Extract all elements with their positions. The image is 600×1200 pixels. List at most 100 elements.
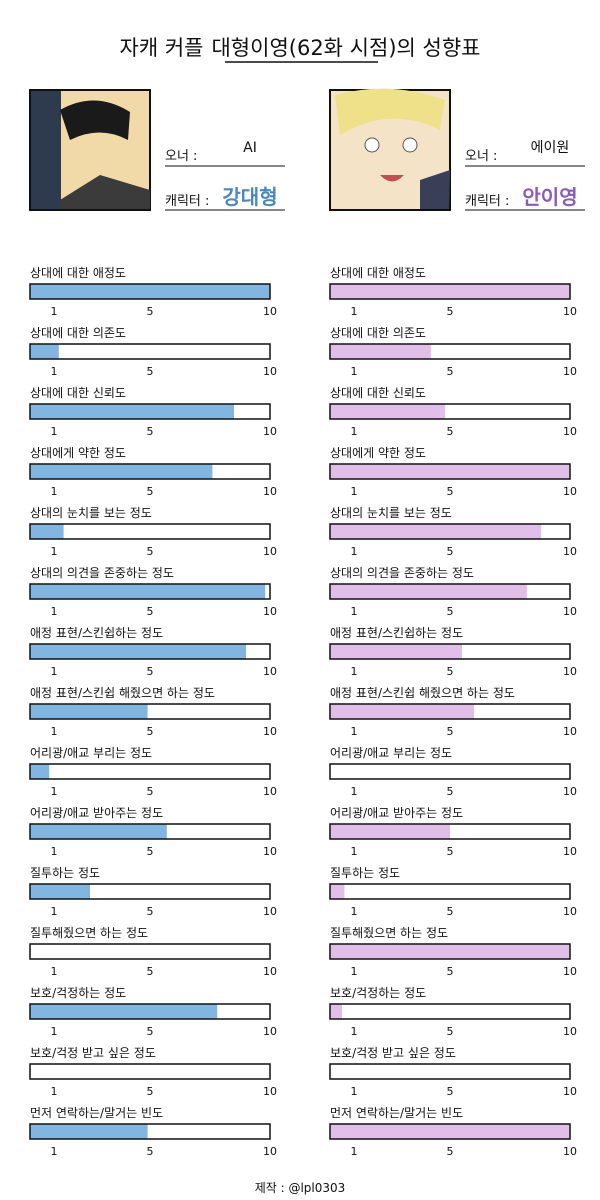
- tick-label: 10: [563, 605, 577, 618]
- title: 자캐 커플 대형이영(62화 시점)의 성향표: [120, 36, 481, 60]
- tick-label: 5: [147, 905, 154, 918]
- bar-track: [329, 1003, 571, 1020]
- tick-label: 10: [563, 1085, 577, 1098]
- tick-label: 5: [447, 425, 454, 438]
- tick-label: 1: [51, 305, 58, 318]
- tick-label: 5: [147, 305, 154, 318]
- tick-label: 1: [51, 545, 58, 558]
- tick-label: 1: [351, 845, 358, 858]
- owner-label: 오너 :: [465, 149, 497, 164]
- tick-label: 5: [147, 725, 154, 738]
- portrait-right: [329, 88, 451, 211]
- tick-label: 10: [263, 725, 277, 738]
- tick-label: 1: [351, 545, 358, 558]
- item-label: 상대의 의견을 존중하는 정도: [330, 566, 474, 580]
- owner: AI: [243, 140, 257, 156]
- bar-fill: [330, 584, 527, 599]
- tick-label: 5: [447, 1025, 454, 1038]
- tick-label: 1: [351, 725, 358, 738]
- tick-label: 5: [147, 1025, 154, 1038]
- item-label: 보호/걱정하는 정도: [330, 986, 426, 1000]
- tick-label: 10: [563, 365, 577, 378]
- item-label: 먼저 연락하는/말거는 빈도: [330, 1106, 463, 1120]
- bar-fill: [30, 464, 213, 479]
- item-label: 어리광/애교 부리는 정도: [30, 746, 152, 760]
- tick-label: 10: [263, 905, 277, 918]
- tick-label: 1: [351, 425, 358, 438]
- bar-track: [329, 463, 571, 480]
- tick-label: 5: [447, 965, 454, 978]
- tick-label: 1: [51, 485, 58, 498]
- bar-fill: [330, 824, 450, 839]
- title-highlight: 대형이영(62화 시점): [211, 36, 396, 60]
- tick-label: 10: [263, 425, 277, 438]
- bar-track: [329, 943, 571, 960]
- tick-label: 5: [447, 305, 454, 318]
- character-label: 캐릭터 :: [165, 194, 209, 209]
- bar-fill: [30, 884, 90, 899]
- tick-label: 10: [263, 365, 277, 378]
- item-label: 애정 표현/스킨쉽 해줬으면 하는 정도: [30, 686, 215, 700]
- tick-label: 5: [147, 1085, 154, 1098]
- owner-label: 오너 :: [165, 149, 197, 164]
- item-label: 상대에 대한 의존도: [330, 326, 426, 340]
- bar-fill: [330, 284, 570, 299]
- item-label: 상대에 대한 애정도: [330, 266, 426, 280]
- bar-track: [29, 1123, 271, 1140]
- tick-label: 5: [447, 785, 454, 798]
- bar-fill: [30, 824, 167, 839]
- tick-label: 5: [147, 665, 154, 678]
- bar-track: [329, 343, 571, 360]
- bar-track: [29, 943, 271, 960]
- item-label: 상대에 대한 애정도: [30, 266, 126, 280]
- tick-label: 1: [351, 1025, 358, 1038]
- bar-track: [29, 1063, 271, 1080]
- tick-label: 10: [563, 545, 577, 558]
- bar-fill: [30, 584, 266, 599]
- item-label: 상대에 대한 의존도: [30, 326, 126, 340]
- tick-label: 10: [563, 965, 577, 978]
- bar-track: [329, 523, 571, 540]
- tick-label: 5: [447, 665, 454, 678]
- tick-label: 5: [147, 545, 154, 558]
- bar-track: [29, 523, 271, 540]
- tick-label: 10: [563, 725, 577, 738]
- tick-label: 5: [147, 965, 154, 978]
- item-label: 상대에 대한 신뢰도: [30, 386, 126, 400]
- bar-track: [29, 883, 271, 900]
- tick-label: 10: [263, 1085, 277, 1098]
- tick-label: 5: [447, 605, 454, 618]
- tick-label: 1: [351, 1145, 358, 1158]
- item-label: 질투하는 정도: [330, 866, 400, 880]
- tick-label: 1: [51, 665, 58, 678]
- tick-label: 5: [447, 485, 454, 498]
- bar-track: [329, 823, 571, 840]
- tick-label: 5: [147, 1145, 154, 1158]
- tick-label: 1: [51, 845, 58, 858]
- bar-track: [29, 343, 271, 360]
- tick-label: 1: [351, 665, 358, 678]
- bar-track: [329, 583, 571, 600]
- item-label: 어리광/애교 부리는 정도: [330, 746, 452, 760]
- title-suffix: 의 성향표: [397, 36, 481, 60]
- item-label: 애정 표현/스킨쉽하는 정도: [30, 626, 163, 640]
- bar-track: [29, 703, 271, 720]
- item-label: 질투하는 정도: [30, 866, 100, 880]
- tick-label: 1: [51, 1085, 58, 1098]
- bar-fill: [30, 704, 148, 719]
- footer: 제작 : @lpl0303: [255, 1181, 346, 1195]
- tick-label: 5: [147, 425, 154, 438]
- bar-fill: [30, 764, 50, 779]
- bar-track: [329, 1123, 571, 1140]
- item-label: 상대의 눈치를 보는 정도: [30, 506, 152, 520]
- bar-fill: [30, 344, 59, 359]
- tick-label: 1: [51, 965, 58, 978]
- item-label: 애정 표현/스킨쉽 해줬으면 하는 정도: [330, 686, 515, 700]
- item-label: 상대에게 약한 정도: [30, 445, 126, 460]
- bar-track: [29, 463, 271, 480]
- bar-track: [329, 643, 571, 660]
- item-label: 어리광/애교 받아주는 정도: [30, 806, 163, 820]
- bar-fill: [30, 644, 246, 659]
- tick-label: 5: [147, 605, 154, 618]
- tick-label: 10: [563, 845, 577, 858]
